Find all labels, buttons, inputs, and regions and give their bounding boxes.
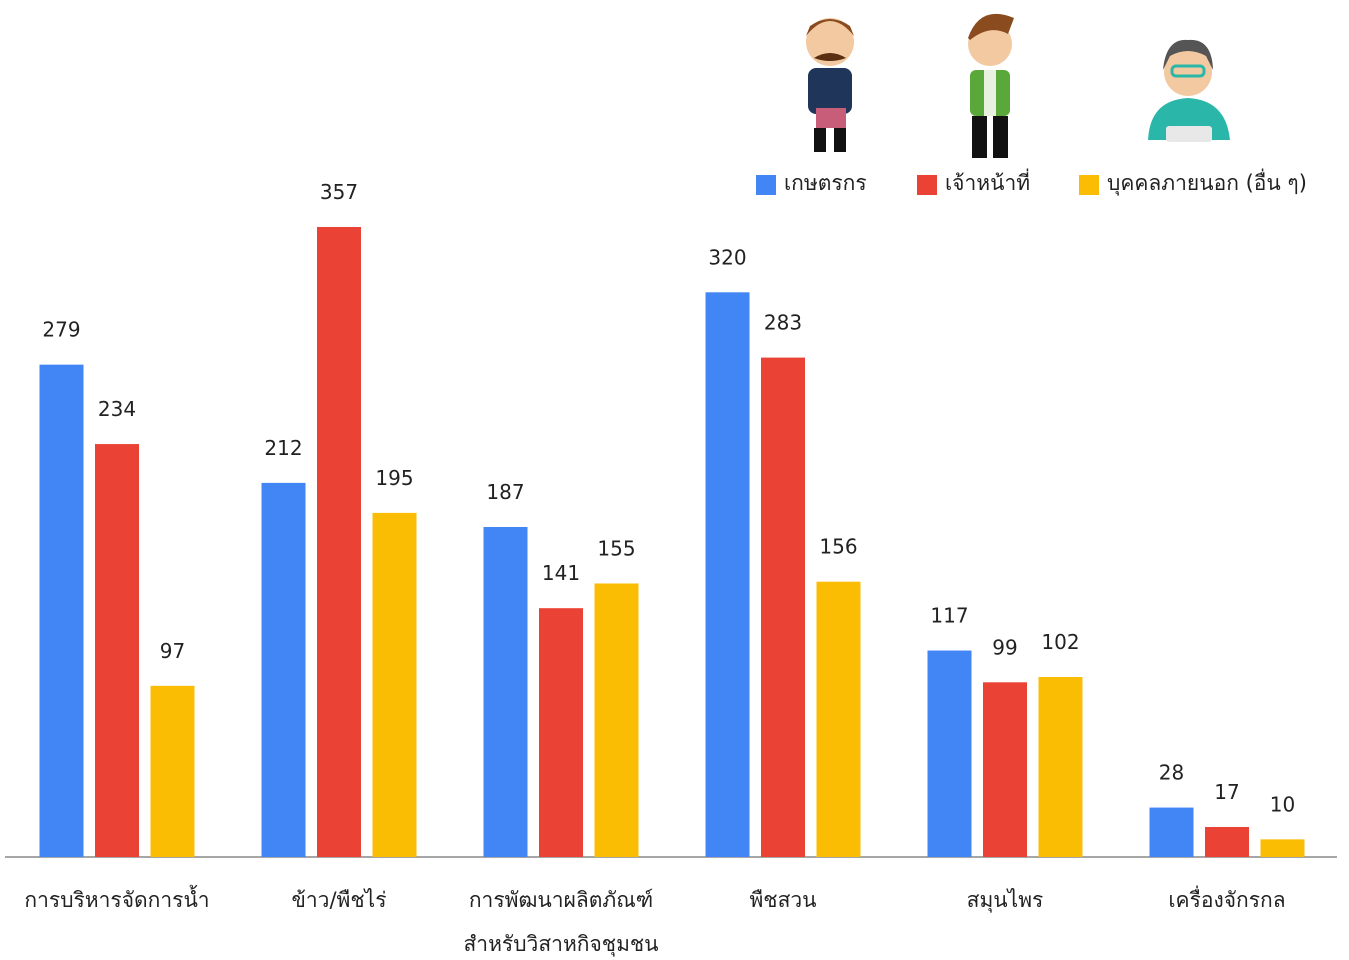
value-label: 187 bbox=[486, 480, 524, 504]
outsider-icon bbox=[1148, 39, 1230, 142]
x-tick-label: พืชสวน bbox=[749, 888, 817, 912]
value-label: 357 bbox=[320, 180, 358, 204]
value-label: 141 bbox=[542, 561, 580, 585]
bar bbox=[761, 357, 805, 857]
legend-swatch bbox=[756, 175, 776, 195]
bar bbox=[927, 650, 972, 857]
x-tick-label: เครื่องจักรกล bbox=[1168, 888, 1286, 912]
x-tick-label: การพัฒนาผลิตภัณฑ์ สำหรับวิสาหกิจชุมชน bbox=[463, 888, 659, 956]
bar bbox=[317, 227, 361, 857]
bar bbox=[1260, 839, 1305, 857]
bar bbox=[483, 527, 528, 857]
legend-label: เกษตรกร bbox=[784, 171, 867, 195]
value-label: 320 bbox=[708, 245, 746, 269]
farmer-icon bbox=[806, 18, 854, 152]
bar bbox=[816, 581, 861, 857]
bar bbox=[983, 682, 1027, 857]
value-label: 234 bbox=[98, 397, 136, 421]
officer-icon bbox=[968, 13, 1014, 158]
bar bbox=[1038, 677, 1083, 857]
bar bbox=[372, 512, 417, 857]
bar bbox=[95, 444, 139, 857]
value-label: 117 bbox=[930, 604, 968, 628]
x-tick-label: การบริหารจัดการน้ำ bbox=[24, 888, 210, 912]
legend-label: บุคคลภายนอก (อื่น ๆ) bbox=[1107, 168, 1307, 196]
legend-swatch bbox=[917, 175, 937, 195]
value-label: 283 bbox=[764, 311, 802, 335]
value-label: 155 bbox=[597, 536, 635, 560]
value-label: 28 bbox=[1159, 761, 1184, 785]
value-label: 102 bbox=[1041, 630, 1079, 654]
x-tick-label: ข้าว/พืชไร่ bbox=[291, 888, 387, 912]
value-label: 279 bbox=[42, 318, 80, 342]
bar bbox=[261, 482, 306, 857]
bar bbox=[705, 292, 750, 857]
legend-swatch bbox=[1079, 175, 1099, 195]
value-label: 97 bbox=[160, 639, 185, 663]
bar bbox=[594, 583, 639, 857]
legend-label: เจ้าหน้าที่ bbox=[945, 168, 1030, 195]
value-label: 212 bbox=[264, 436, 302, 460]
value-label: 156 bbox=[819, 535, 857, 559]
value-label: 17 bbox=[1214, 780, 1239, 804]
value-label: 10 bbox=[1270, 792, 1295, 816]
x-tick-label: สมุนไพร bbox=[966, 888, 1044, 912]
bar bbox=[1205, 827, 1249, 857]
bar bbox=[1149, 807, 1194, 857]
bar bbox=[539, 608, 583, 857]
value-label: 195 bbox=[375, 466, 413, 490]
bar bbox=[150, 685, 195, 857]
bar bbox=[39, 364, 84, 857]
value-label: 99 bbox=[992, 635, 1017, 659]
